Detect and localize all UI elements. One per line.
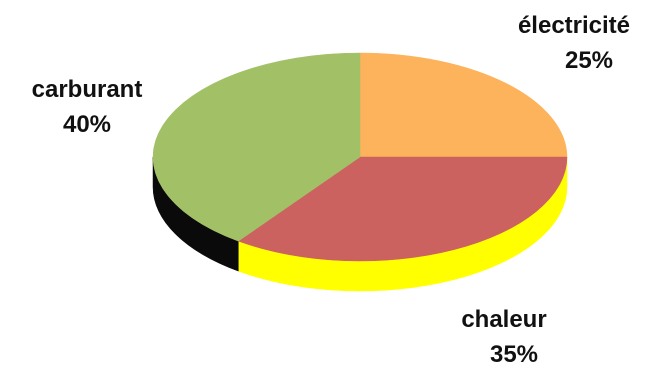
slice-label-carburant: carburant <box>32 76 143 103</box>
pie-slice-carburant <box>152 52 361 242</box>
slice-percent-carburant: 40% <box>63 111 111 138</box>
slice-percent-chaleur: 35% <box>490 341 538 368</box>
slice-label-electricite: électricité <box>518 12 630 39</box>
slice-percent-electricite: 25% <box>565 47 613 74</box>
pie-labels: électricité 25% carburant 40% chaleur 35… <box>32 12 630 368</box>
pie-slice-electricite <box>359 52 568 158</box>
pie-tops <box>152 52 568 262</box>
slice-label-chaleur: chaleur <box>461 306 546 333</box>
pie-slice-chaleur <box>237 156 568 262</box>
